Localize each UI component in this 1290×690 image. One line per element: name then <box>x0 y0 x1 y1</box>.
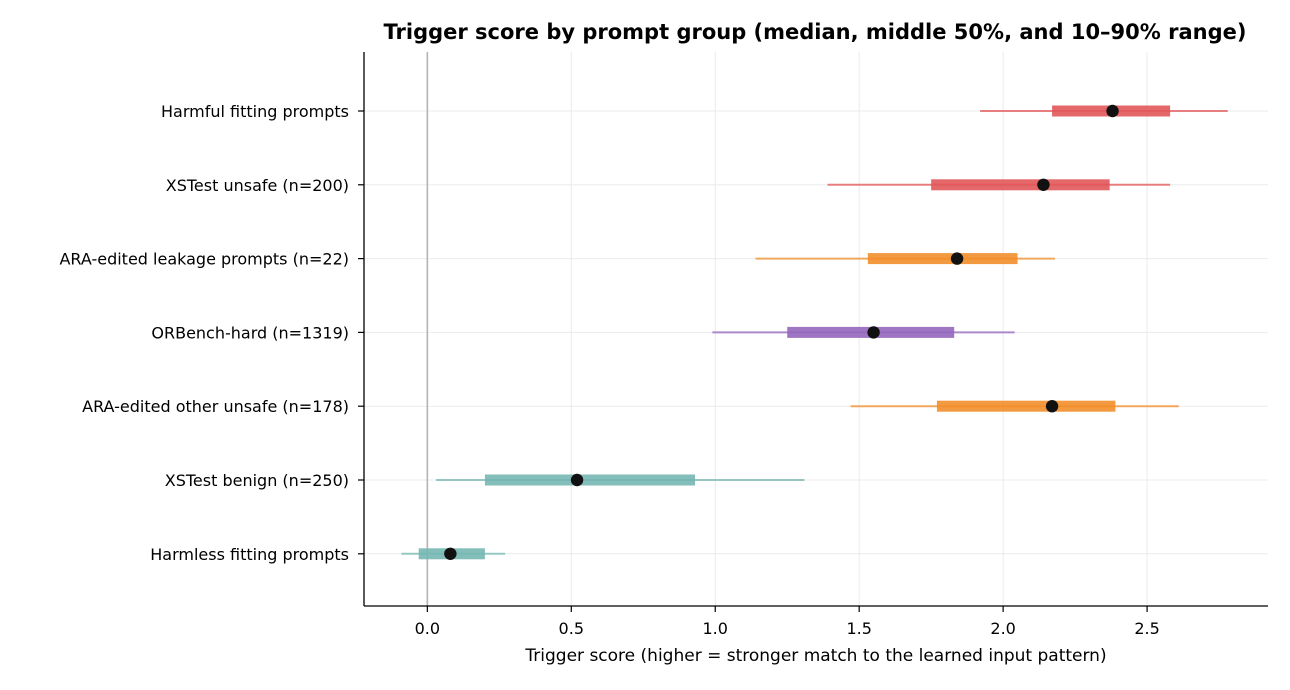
median-point <box>1045 400 1059 413</box>
median-point <box>867 326 880 339</box>
median-point <box>1037 178 1050 191</box>
median-point <box>1106 104 1119 118</box>
median-point <box>570 473 584 487</box>
x-tick-label: 2.0 <box>990 619 1015 638</box>
x-tick-label: 1.5 <box>846 619 871 638</box>
median-point <box>444 547 457 560</box>
y-tick-label: XSTest benign (n=250) <box>165 471 349 490</box>
y-tick-label: XSTest unsafe (n=200) <box>166 176 349 195</box>
iqr-bar <box>484 474 696 486</box>
y-tick-label: Harmful fitting prompts <box>161 102 349 121</box>
y-tick-label: ARA-edited other unsafe (n=178) <box>82 397 349 416</box>
range-marks <box>401 104 1228 560</box>
x-tick-label: 2.5 <box>1134 619 1159 638</box>
axes <box>363 52 1268 607</box>
chart-title: Trigger score by prompt group (median, m… <box>384 20 1247 44</box>
iqr-bar <box>931 179 1110 191</box>
x-tick-label: 0.0 <box>415 619 440 638</box>
median-point <box>950 252 964 265</box>
y-tick-label: Harmless fitting prompts <box>150 545 349 564</box>
iqr-bar <box>867 253 1018 265</box>
x-tick-label: 1.0 <box>703 619 728 638</box>
x-tick-label: 0.5 <box>559 619 584 638</box>
y-tick-label: ORBench-hard (n=1319) <box>151 323 349 342</box>
y-tick-label: ARA-edited leakage prompts (n=22) <box>59 250 349 269</box>
iqr-bar <box>936 400 1116 412</box>
x-axis-label: Trigger score (higher = stronger match t… <box>524 646 1106 666</box>
tick-labels: Harmful fitting prompts XSTest unsafe (n=… <box>59 102 1159 638</box>
